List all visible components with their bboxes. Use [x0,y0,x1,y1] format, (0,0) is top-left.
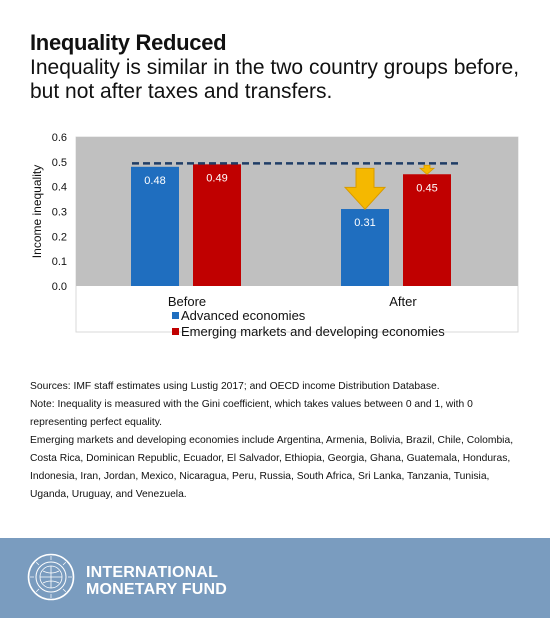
decrease-arrow-small [418,164,436,175]
sources-note: Sources: IMF staff estimates using Lusti… [30,381,440,392]
legend-label: Emerging markets and developing economie… [181,324,445,339]
legend-swatch [172,328,179,335]
decrease-arrow-large [343,167,387,211]
country-list-note: Emerging markets and developing economie… [30,435,514,500]
imf-name-line-2: MONETARY FUND [86,581,227,598]
chart-notes: Sources: IMF staff estimates using Lusti… [30,378,530,504]
footer-banner: INTERNATIONAL MONETARY FUND [0,538,550,618]
y-tick-label: 0.5 [52,157,67,169]
y-tick-label: 0.6 [52,132,67,144]
methodology-note: Note: Inequality is measured with the Gi… [30,399,473,428]
bar-emerging-0 [193,164,241,286]
imf-logo-text: INTERNATIONAL MONETARY FUND [86,564,227,598]
bar-advanced-1 [341,209,389,286]
bar-advanced-0 [131,166,179,286]
imf-name-line-1: INTERNATIONAL [86,564,219,581]
imf-seal-icon [27,553,75,601]
legend-swatch [172,312,179,319]
data-label: 0.48 [144,175,165,187]
bar-chart: 0.0 0.1 0.2 0.3 0.4 0.5 0.6 Income inequality 0.… [30,132,519,339]
data-label: 0.45 [416,182,437,194]
x-category-label: After [389,294,417,309]
y-tick-label: 0.2 [52,231,67,243]
y-axis-label: Income inequality [30,165,44,258]
y-tick-label: 0.1 [52,256,67,268]
legend-label: Advanced economies [181,308,306,323]
data-label: 0.31 [354,217,375,229]
chart-title: Inequality Reduced [30,30,227,55]
data-label: 0.49 [206,172,227,184]
y-tick-label: 0.4 [52,182,67,194]
chart-subtitle: Inequality is similar in the two country… [30,56,520,103]
x-category-label: Before [168,294,206,309]
bar-emerging-1 [403,174,451,286]
y-tick-label: 0.3 [52,207,67,219]
y-tick-label: 0.0 [52,281,67,293]
